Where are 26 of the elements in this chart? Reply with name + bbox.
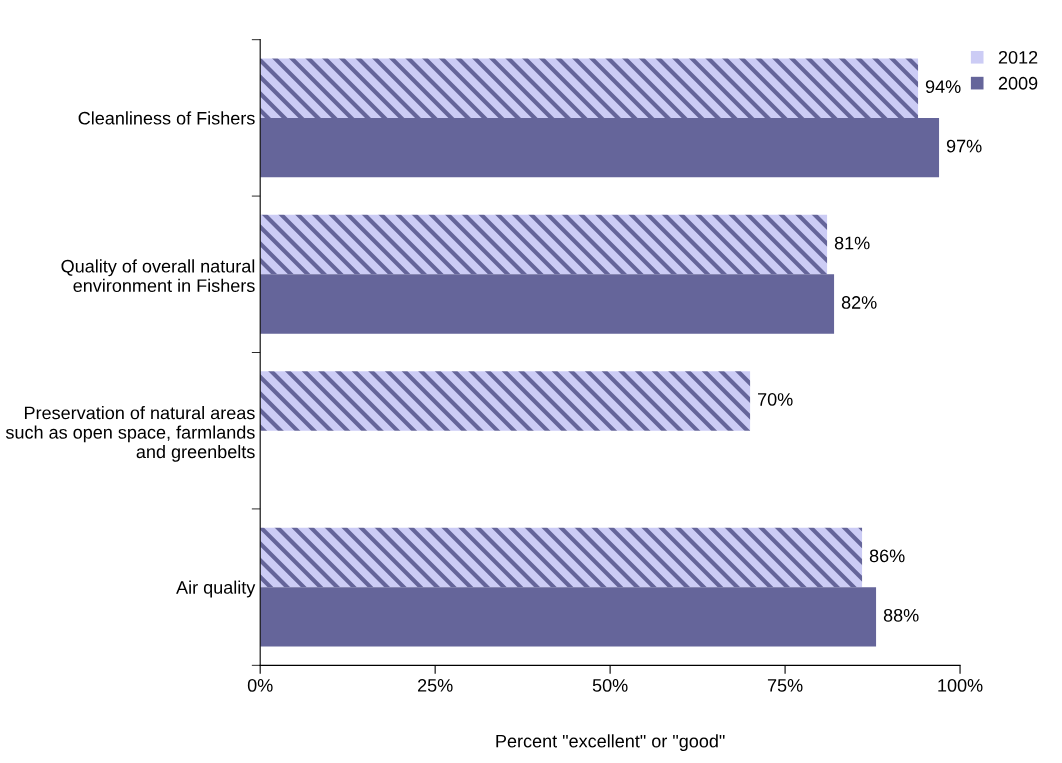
y-tick-label: Air quality [176, 580, 256, 598]
data-label: 70% [758, 393, 793, 406]
data-label: 88% [883, 608, 919, 622]
data-label: 97% [946, 139, 982, 153]
x-tick-label: 0% [247, 679, 273, 692]
data-label: 82% [841, 296, 877, 309]
data-label: 94% [925, 80, 961, 94]
y-tick-label: Preservation of natural areas such as open space, farmlands and greenbelts [5, 406, 255, 462]
bar [260, 371, 751, 431]
bar [260, 117, 940, 178]
x-tick-label: 50% [592, 679, 628, 692]
x-axis-title: Percent "excellent" or "good" [496, 734, 725, 752]
data-label: 86% [869, 549, 905, 563]
text: 2012 [998, 50, 1038, 64]
data-label: 81% [834, 236, 870, 250]
bar [260, 214, 828, 275]
x-tick-label: 100% [938, 679, 983, 692]
y-tick-label: Quality of overall natural environment in Fishers [61, 259, 255, 293]
bar [260, 587, 877, 647]
bar [260, 58, 919, 118]
x-tick-label: 75% [767, 679, 803, 692]
y-tick-label: Cleanliness of Fishers [78, 111, 255, 125]
x-tick-label: 25% [417, 679, 453, 692]
legend-label: 2009 [998, 76, 1038, 90]
bar [260, 274, 835, 334]
bar [260, 527, 863, 588]
